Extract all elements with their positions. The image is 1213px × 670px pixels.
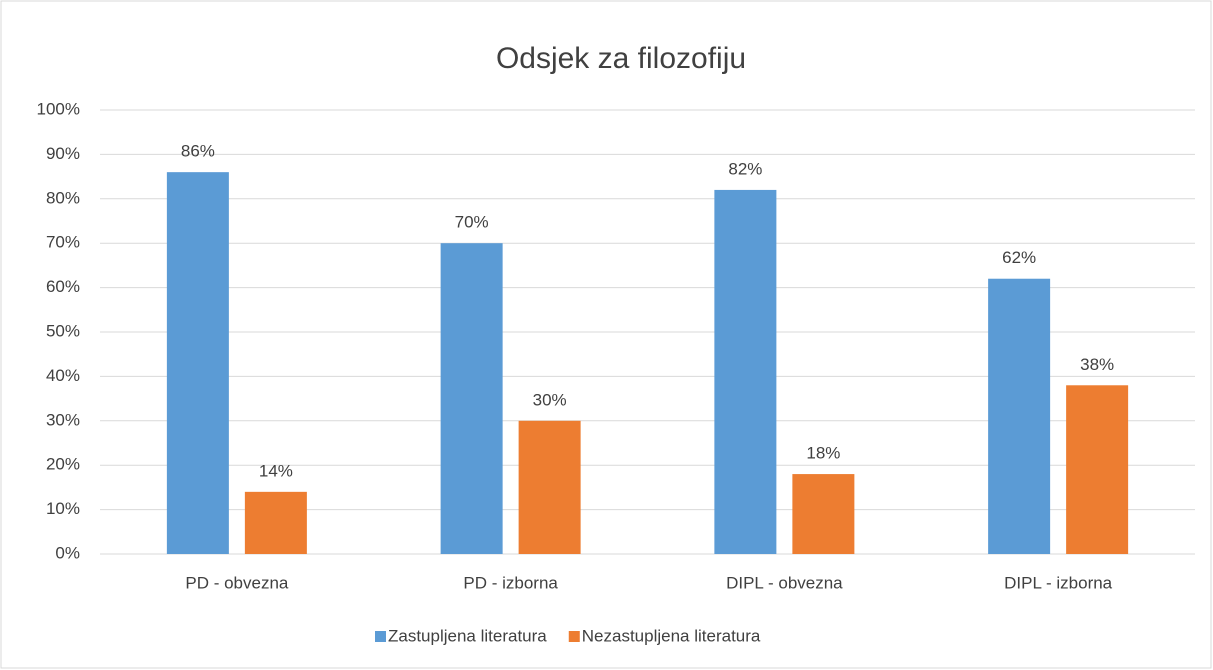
data-label: 62% [1002,248,1036,267]
data-label: 86% [181,142,215,161]
bar [1066,385,1129,554]
legend-swatch [375,631,386,642]
bar [440,243,503,554]
y-tick-label: 20% [46,455,80,474]
y-tick-label: 80% [46,188,80,207]
y-tick-label: 0% [55,543,80,562]
y-tick-label: 10% [46,499,80,518]
legend-label: Nezastupljena literatura [582,626,761,645]
data-label: 82% [728,159,762,178]
bar [792,474,855,554]
y-tick-label: 50% [46,321,80,340]
chart-title: Odsjek za filozofiju [496,42,746,75]
x-tick-label: DIPL - izborna [1004,573,1113,592]
bar [988,278,1051,554]
data-label: 38% [1080,355,1114,374]
x-tick-label: PD - izborna [463,573,558,592]
y-tick-label: 100% [37,99,80,118]
x-tick-label: PD - obvezna [185,573,289,592]
data-label: 18% [806,444,840,463]
data-label: 70% [455,213,489,232]
bar [714,189,777,555]
y-tick-label: 70% [46,233,80,252]
bar [244,491,307,554]
y-tick-label: 30% [46,410,80,429]
data-label: 14% [259,461,293,480]
y-tick-label: 40% [46,366,80,385]
bar [518,420,581,554]
legend-label: Zastupljena literatura [388,626,547,645]
y-tick-label: 60% [46,277,80,296]
data-label: 30% [533,390,567,409]
y-tick-label: 90% [46,144,80,163]
legend-swatch [568,631,580,642]
x-tick-label: DIPL - obvezna [726,573,843,592]
bar [166,172,229,554]
